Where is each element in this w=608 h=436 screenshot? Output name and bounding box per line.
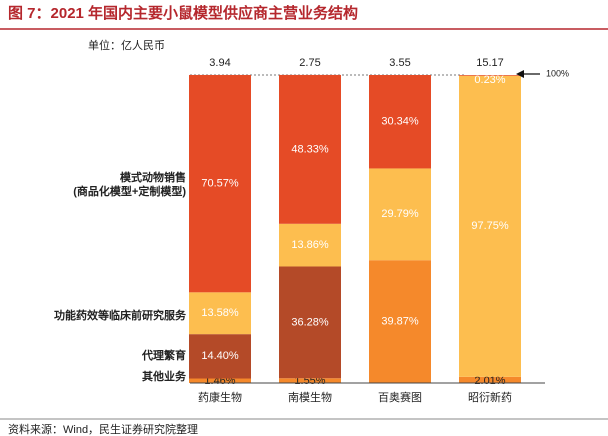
bar-segment (279, 266, 341, 379)
data-label: 30.34% (381, 116, 419, 128)
total-label: 3.94 (209, 57, 230, 69)
x-tick-label: 南模生物 (288, 390, 332, 404)
legend-line: (商品化模型+定制模型) (73, 184, 186, 198)
bar-segment (459, 75, 521, 377)
bar-segment (189, 378, 251, 383)
bar-segment (369, 168, 431, 261)
total-label: 3.55 (389, 57, 410, 69)
chart-title: 图 7：2021 年国内主要小鼠模型供应商主营业务结构 (8, 4, 358, 22)
data-label: 29.79% (381, 208, 419, 220)
bar-segment (459, 376, 521, 383)
bar-segment (279, 223, 341, 267)
legend-label: 模式动物销售(商品化模型+定制模型) (73, 170, 186, 198)
data-label: 0.23% (474, 74, 505, 86)
data-label: 70.57% (201, 178, 239, 190)
x-tick-label: 昭衍新药 (468, 390, 512, 404)
legend-label: 功能药效等临床前研究服务 (54, 308, 187, 322)
bar-segment (279, 74, 341, 224)
x-tick-label: 药康生物 (198, 390, 242, 404)
source: 资料来源：Wind，民生证券研究院整理 (8, 422, 198, 436)
data-label: 36.28% (291, 316, 329, 328)
annotation: 100% (546, 68, 569, 78)
bar-segment (189, 334, 251, 379)
legend-line: 功能药效等临床前研究服务 (54, 308, 187, 322)
legend-label: 代理繁育 (141, 348, 186, 362)
legend-label: 其他业务 (142, 369, 187, 383)
bar-segment (189, 292, 251, 335)
legend-line: 其他业务 (142, 369, 187, 383)
bar-segment (369, 75, 431, 169)
annotation-arrowhead (516, 70, 524, 78)
unit-label: 单位：亿人民币 (88, 38, 165, 52)
data-label: 39.87% (381, 316, 419, 328)
data-label: 13.58% (201, 307, 239, 319)
total-label: 15.17 (476, 57, 504, 69)
legend-line: 模式动物销售 (120, 170, 186, 184)
bar-segment (459, 75, 521, 76)
total-label: 2.75 (299, 57, 320, 69)
bar-segment (369, 260, 431, 383)
x-tick-label: 百奥赛图 (378, 390, 422, 404)
data-label: 14.40% (201, 350, 239, 362)
bar-segment (279, 378, 341, 383)
data-label: 48.33% (291, 143, 329, 155)
data-label: 97.75% (471, 220, 509, 232)
bar-segment (189, 74, 251, 293)
data-label: 2.01% (474, 375, 505, 387)
data-label: 13.86% (291, 239, 329, 251)
legend-line: 代理繁育 (141, 348, 186, 362)
